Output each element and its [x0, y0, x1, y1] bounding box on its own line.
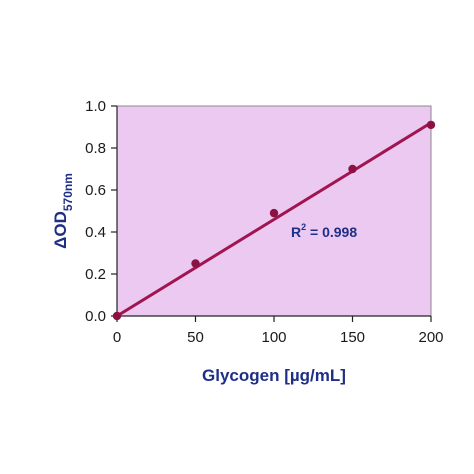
y-tick-label: 0.0	[85, 308, 106, 325]
x-tick-label: 200	[418, 329, 443, 346]
y-tick-label: 0.8	[85, 140, 106, 157]
x-tick-label: 100	[261, 329, 286, 346]
x-tick-label: 50	[187, 329, 204, 346]
data-points	[112, 120, 436, 321]
x-tick-label: 150	[340, 329, 365, 346]
fit-line	[116, 121, 432, 318]
y-tick-label: 0.6	[85, 182, 106, 199]
data-point	[112, 311, 122, 321]
data-point	[191, 259, 200, 268]
r-squared-annotation: R2 = 0.998	[291, 222, 357, 240]
y-tick-label: 0.2	[85, 266, 106, 283]
data-point	[348, 164, 357, 174]
x-ticks: 0 50 100 150 200	[113, 316, 444, 346]
y-tick-label: 1.0	[85, 98, 106, 115]
x-tick-label: 0	[113, 329, 121, 346]
y-axis-title: ΔOD570nm	[51, 173, 75, 249]
x-axis-title: Glycogen [µg/mL]	[202, 366, 346, 385]
data-point	[269, 208, 279, 218]
y-tick-label: 0.4	[85, 224, 106, 241]
data-point	[426, 120, 436, 130]
y-ticks: 0.0 0.2 0.4 0.6 0.8 1.0	[85, 98, 117, 325]
